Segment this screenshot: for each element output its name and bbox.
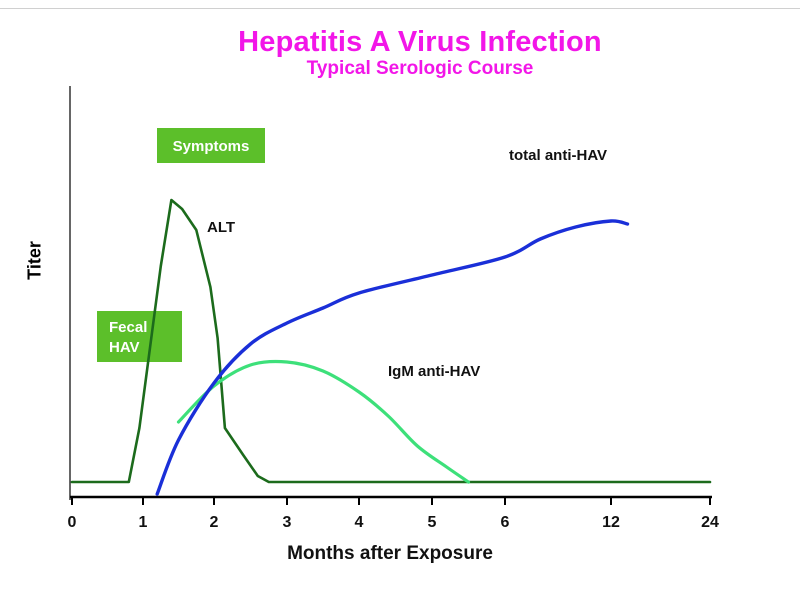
x-axis-label: Months after Exposure (287, 543, 493, 564)
top-divider (0, 8, 800, 9)
series-line-total-anti-hav (155, 219, 630, 496)
series-line-igm-anti-hav (176, 359, 471, 484)
series-line-alt (70, 198, 712, 484)
igm-anti-hav-label: IgM anti-HAV (388, 363, 480, 380)
x-tick-label: 2 (210, 514, 219, 531)
total-anti-hav-label: total anti-HAV (509, 147, 607, 164)
fecal-hav-label-line: Fecal (109, 319, 147, 336)
symptoms-box (157, 128, 265, 163)
x-tick-label: 6 (501, 514, 510, 531)
x-tick-label: 12 (602, 514, 620, 531)
fecal-hav-box (97, 311, 182, 362)
x-tick-label: 0 (68, 514, 77, 531)
x-tick-label: 3 (283, 514, 292, 531)
symptoms-label: Symptoms (173, 138, 250, 155)
x-tick-label: 24 (701, 514, 719, 531)
x-tick-label: 4 (355, 514, 364, 531)
x-tick-label: 5 (428, 514, 437, 531)
fecal-hav-label-line: HAV (109, 339, 140, 356)
chart-title: Hepatitis A Virus Infection (238, 26, 602, 58)
alt-label: ALT (207, 219, 235, 236)
chart-subtitle: Typical Serologic Course (306, 58, 534, 79)
x-tick-label: 1 (139, 514, 148, 531)
